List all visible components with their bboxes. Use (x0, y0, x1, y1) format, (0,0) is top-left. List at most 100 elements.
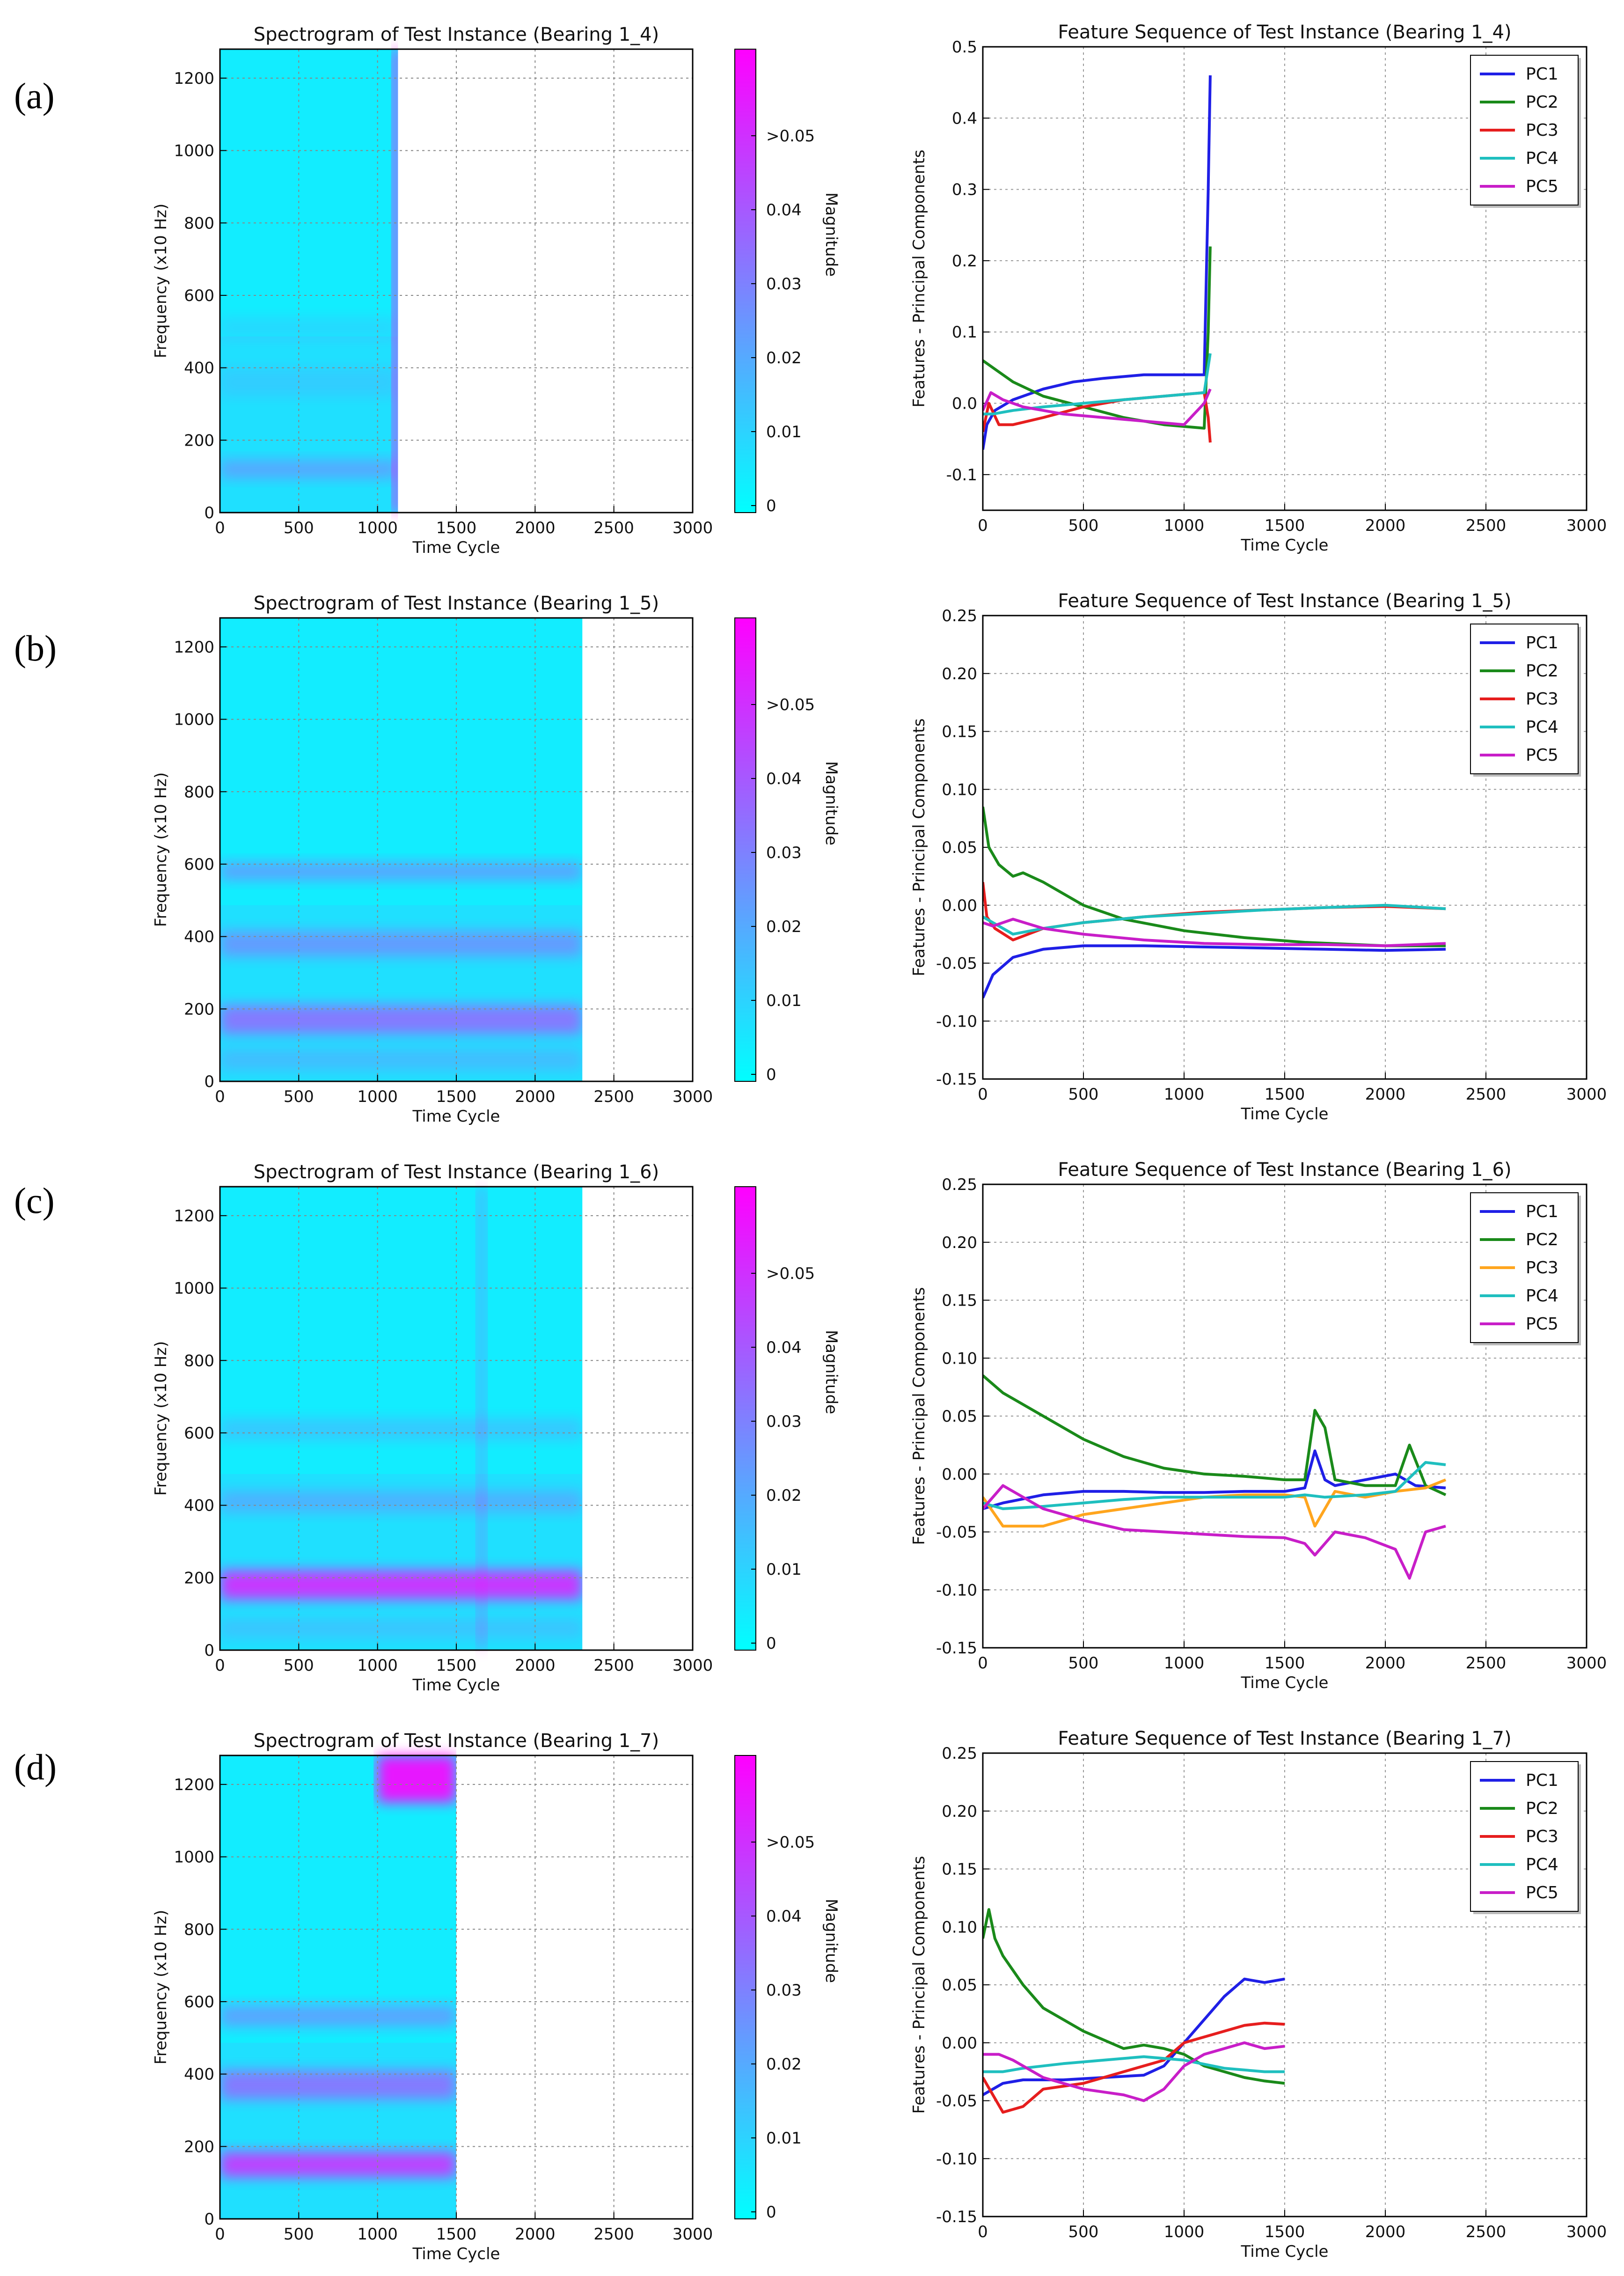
series-line-pc4 (983, 2055, 1285, 2073)
y-tick-label: 0.2 (952, 252, 977, 271)
y-tick-label: -0.05 (936, 2092, 977, 2111)
y-tick-label: -0.05 (936, 1523, 977, 1542)
colorbar (734, 49, 756, 513)
colorbar-tick-label: 0.02 (766, 349, 802, 367)
x-tick-label: 2000 (515, 519, 556, 537)
series-line-pc1 (983, 1977, 1285, 2096)
legend-label-pc5: PC5 (1526, 1314, 1558, 1334)
y-axis-label: Frequency (x10 Hz) (152, 772, 170, 927)
x-tick-label: 500 (1068, 2223, 1099, 2241)
y-tick-label: 1200 (174, 638, 214, 657)
series-line-pc2 (983, 1908, 1285, 2085)
y-tick-label: 1000 (174, 711, 214, 729)
y-axis-label: Features - Principal Components (910, 1287, 929, 1545)
colorbar-tick-label: 0 (766, 497, 776, 515)
y-tick-label: 0.25 (942, 607, 977, 625)
chart-title: Feature Sequence of Test Instance (Beari… (1058, 1728, 1511, 1749)
y-axis-label: Frequency (x10 Hz) (152, 204, 170, 359)
legend-label-pc3: PC3 (1526, 1258, 1558, 1277)
y-tick-label: 0.10 (942, 780, 977, 799)
x-tick-label: 1000 (1164, 516, 1205, 535)
colorbar (734, 1755, 756, 2219)
x-tick-label: 3000 (1566, 1085, 1607, 1104)
x-tick-label: 2000 (515, 2225, 556, 2244)
y-tick-label: 0.25 (942, 1175, 977, 1194)
chart-title: Feature Sequence of Test Instance (Beari… (1058, 22, 1511, 43)
legend-label-pc3: PC3 (1526, 690, 1558, 709)
legend-label-pc3: PC3 (1526, 121, 1558, 140)
y-tick-label: 400 (184, 2065, 214, 2084)
y-tick-label: 0.00 (942, 896, 977, 915)
y-tick-label: 0.15 (942, 723, 977, 742)
series-line-pc5 (983, 388, 1212, 426)
y-tick-label: 0.00 (942, 2034, 977, 2053)
x-tick-label: 1000 (1164, 2223, 1205, 2241)
spectrogram-band (220, 1049, 583, 1071)
y-tick-label: 800 (184, 783, 214, 801)
x-tick-label: 3000 (673, 1656, 713, 1675)
y-tick-label: -0.15 (936, 1639, 977, 1658)
x-tick-label: 0 (215, 519, 225, 537)
spectrogram-margin (201, 30, 220, 531)
series-line-pc2 (983, 1374, 1447, 1497)
colorbar-tick-label: 0 (766, 1065, 776, 1084)
spectrogram-margin (201, 1168, 220, 1669)
colorbar-tick-label: 0.01 (766, 1560, 802, 1579)
x-tick-label: 2000 (515, 1656, 556, 1675)
colorbar-tick-label: >0.05 (766, 696, 815, 714)
y-tick-label: 0.5 (952, 38, 977, 57)
y-axis-label: Features - Principal Components (910, 719, 929, 976)
y-tick-label: -0.10 (936, 1012, 977, 1031)
colorbar-tick-label: 0.01 (766, 991, 802, 1010)
y-tick-label: 0.05 (942, 1407, 977, 1426)
y-tick-label: 400 (184, 928, 214, 947)
colorbar-tick-label: 0.04 (766, 770, 802, 788)
spectrogram-band (220, 2070, 456, 2100)
y-tick-label: 600 (184, 1424, 214, 1443)
spectrogram-margin (201, 599, 220, 1100)
x-tick-label: 0 (978, 1654, 988, 1673)
colorbar-label: Magnitude (822, 761, 841, 845)
series-line-pc4 (983, 353, 1212, 416)
plot-frame (982, 1183, 1587, 1649)
chart-title: Feature Sequence of Test Instance (Beari… (1058, 590, 1511, 612)
series-group (983, 1908, 1285, 2114)
colorbar-tick-label: 0.04 (766, 1907, 802, 1926)
x-tick-label: 1500 (1265, 2223, 1305, 2241)
feature-sequence-bearing-1-4: 0 500 1000 1500 2000 2500 3000 -0.1 0.0 0.1 0.2 0.3… (910, 22, 1607, 555)
y-tick-label: 1000 (174, 1279, 214, 1298)
colorbar-tick-label: 0.02 (766, 2055, 802, 2074)
x-axis-label: Time Cycle (412, 1676, 500, 1695)
x-axis-label: Time Cycle (412, 1107, 500, 1126)
x-tick-label: 1000 (357, 1656, 398, 1675)
spectrogram-band (220, 1570, 583, 1600)
y-tick-label: 0.05 (942, 1976, 977, 1995)
series-line-pc5 (983, 918, 1446, 947)
colorbar-tick-label: >0.05 (766, 127, 815, 146)
spectrogram-band (220, 1418, 583, 1440)
y-tick-label: 1200 (174, 1207, 214, 1226)
y-tick-label: 0.15 (942, 1292, 977, 1310)
x-axis-label: Time Cycle (1241, 2242, 1329, 2261)
x-tick-label: 0 (978, 2223, 988, 2241)
x-tick-label: 500 (1068, 1654, 1099, 1673)
spectrogram-empty-region (582, 1168, 694, 1669)
colorbar-tick-label: 0.03 (766, 844, 802, 862)
colorbar-tick-label: 0.03 (766, 275, 802, 294)
colorbar-label: Magnitude (822, 1330, 841, 1414)
x-tick-label: 1500 (1265, 516, 1305, 535)
series-group (983, 75, 1212, 450)
x-tick-label: 2500 (1466, 1085, 1507, 1104)
y-tick-label: 0.0 (952, 395, 977, 413)
legend-label-pc1: PC1 (1526, 1202, 1558, 1221)
legend-label-pc5: PC5 (1526, 1883, 1558, 1902)
colorbar-tick-label: 0.01 (766, 2129, 802, 2148)
y-tick-label: -0.1 (946, 466, 977, 485)
legend-label-pc5: PC5 (1526, 746, 1558, 765)
x-tick-label: 500 (284, 519, 314, 537)
y-tick-label: 0 (204, 1072, 214, 1091)
colorbar-label: Magnitude (822, 192, 841, 277)
colorbar (734, 617, 756, 1082)
legend-label-pc1: PC1 (1526, 1771, 1558, 1790)
y-tick-label: -0.15 (936, 1070, 977, 1089)
